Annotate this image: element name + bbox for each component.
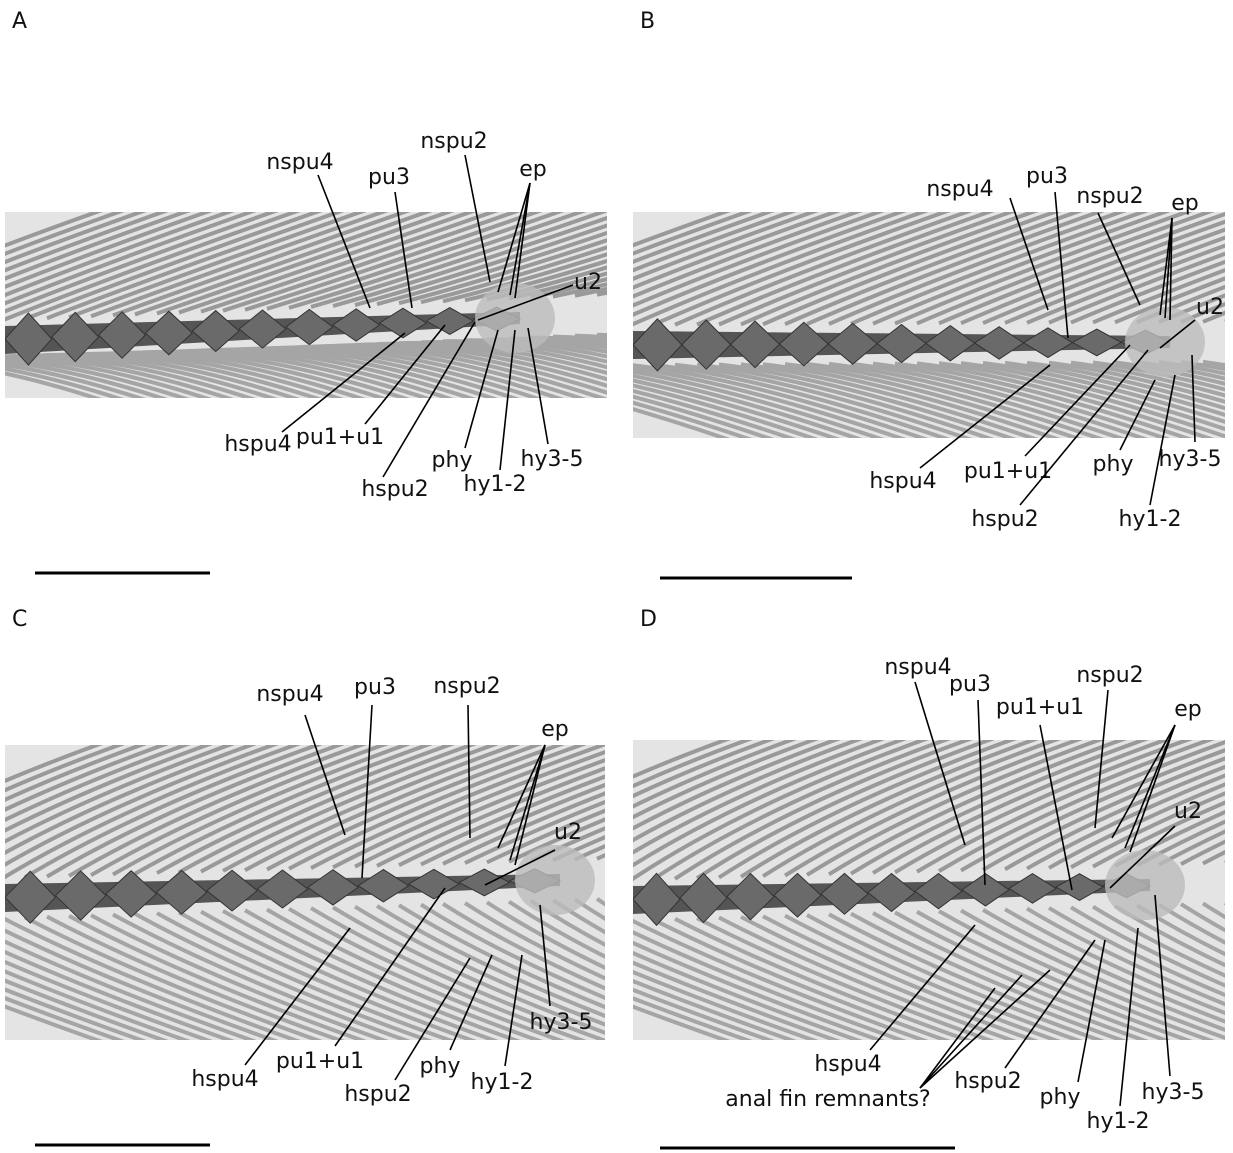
- label: hy3-5: [1159, 447, 1222, 472]
- label: pu1+u1: [964, 459, 1052, 484]
- label: hspu2: [954, 1069, 1021, 1094]
- hypural-plate: [1105, 850, 1185, 920]
- label: u2: [1174, 799, 1202, 824]
- label: u2: [574, 270, 602, 295]
- label: nspu4: [266, 150, 333, 175]
- label: hspu4: [191, 1067, 258, 1092]
- fin-ray: [1225, 362, 1233, 448]
- label: hy3-5: [1142, 1080, 1205, 1105]
- label: pu3: [368, 165, 410, 190]
- label: phy: [432, 448, 473, 473]
- label: phy: [1040, 1085, 1081, 1110]
- label: hy1-2: [464, 472, 527, 497]
- panel-letter: D: [640, 607, 657, 632]
- label: hy3-5: [521, 447, 584, 472]
- label: ep: [1171, 191, 1199, 216]
- label: ep: [519, 157, 547, 182]
- figure: Anspu4pu3nspu2epu2hspu4pu1+u1hspu2phyhy1…: [0, 0, 1233, 1153]
- label: ep: [1174, 697, 1202, 722]
- label: hy1-2: [471, 1070, 534, 1095]
- fin-ray: [1225, 903, 1233, 1050]
- label: u2: [1196, 295, 1224, 320]
- label: hy1-2: [1119, 507, 1182, 532]
- label: hspu2: [344, 1082, 411, 1107]
- label: nspu2: [433, 674, 500, 699]
- label: ep: [541, 717, 569, 742]
- label: nspu4: [884, 655, 951, 680]
- label: hspu4: [869, 469, 936, 494]
- label: pu1+u1: [296, 425, 384, 450]
- label: hy1-2: [1087, 1109, 1150, 1134]
- label: nspu2: [1076, 184, 1143, 209]
- label: hspu2: [361, 477, 428, 502]
- label: hspu4: [814, 1052, 881, 1077]
- label: nspu4: [256, 682, 323, 707]
- label: pu3: [1026, 164, 1068, 189]
- panel-letter: C: [12, 607, 27, 632]
- label: pu3: [354, 675, 396, 700]
- label: pu1+u1: [996, 695, 1084, 720]
- fin-ray: [1225, 202, 1233, 322]
- label: hspu2: [971, 507, 1038, 532]
- label: hy3-5: [530, 1010, 593, 1035]
- label: hspu4: [224, 432, 291, 457]
- panel-letter: B: [640, 9, 655, 34]
- label: pu3: [949, 672, 991, 697]
- label: nspu4: [926, 177, 993, 202]
- hypural-plate: [515, 845, 595, 915]
- label: pu1+u1: [276, 1049, 364, 1074]
- label: u2: [554, 820, 582, 845]
- panel-letter: A: [12, 9, 27, 34]
- fin-ray: [1225, 730, 1233, 863]
- label: phy: [1093, 452, 1134, 477]
- label: nspu2: [420, 129, 487, 154]
- label: phy: [420, 1054, 461, 1079]
- label: anal fin remnants?: [725, 1087, 930, 1112]
- label: nspu2: [1076, 663, 1143, 688]
